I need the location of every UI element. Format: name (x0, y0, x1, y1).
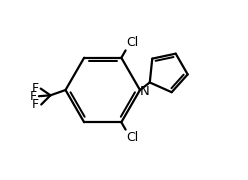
Text: Cl: Cl (126, 131, 139, 144)
Text: F: F (31, 82, 38, 95)
Text: N: N (140, 85, 150, 98)
Text: F: F (30, 90, 37, 103)
Text: F: F (32, 98, 39, 111)
Text: Cl: Cl (126, 36, 139, 49)
